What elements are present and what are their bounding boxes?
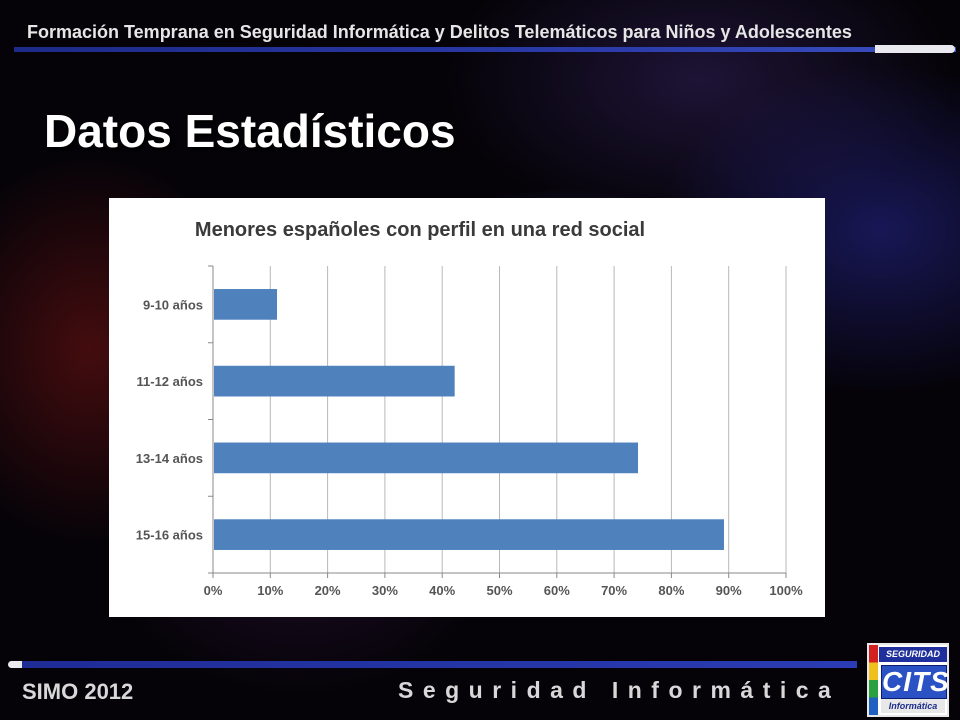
bar (214, 442, 639, 474)
y-category-label: 15-16 años (136, 528, 203, 543)
logo-top-text: SEGURIDAD (879, 647, 947, 662)
x-tick-label: 100% (769, 583, 803, 598)
cits-logo: SEGURIDAD CITS Informática (867, 643, 949, 717)
footer-divider (8, 661, 857, 668)
x-tick-label: 50% (486, 583, 512, 598)
header-divider (14, 47, 956, 52)
x-tick-label: 90% (716, 583, 742, 598)
bar (214, 519, 724, 550)
x-tick-label: 60% (544, 583, 570, 598)
x-tick-label: 10% (257, 583, 283, 598)
header-divider-end (875, 45, 955, 53)
header-title: Formación Temprana en Seguridad Informát… (27, 22, 852, 42)
chart-title: Menores españoles con perfil en una red … (195, 219, 645, 241)
bar (214, 365, 455, 397)
x-tick-label: 70% (601, 583, 627, 598)
logo-bottom-text: Informática (881, 699, 945, 713)
footer-event-label: SIMO 2012 (22, 679, 134, 704)
y-category-label: 9-10 años (143, 297, 203, 312)
page-title: Datos Estadísticos (44, 105, 456, 157)
x-tick-label: 80% (658, 583, 684, 598)
footer-subject-label: Seguridad Informática (398, 677, 841, 703)
x-tick-label: 20% (315, 583, 341, 598)
logo-color-strip (869, 645, 878, 715)
x-tick-label: 0% (204, 583, 223, 598)
bar (214, 289, 278, 320)
chart-panel: Menores españoles con perfil en una red … (109, 198, 825, 617)
bar-chart: Menores españoles con perfil en una red … (136, 219, 803, 598)
y-category-label: 13-14 años (136, 451, 203, 466)
y-category-label: 11-12 años (137, 374, 204, 389)
logo-main-text: CITS (881, 665, 950, 699)
x-tick-label: 40% (429, 583, 455, 598)
x-tick-label: 30% (372, 583, 398, 598)
